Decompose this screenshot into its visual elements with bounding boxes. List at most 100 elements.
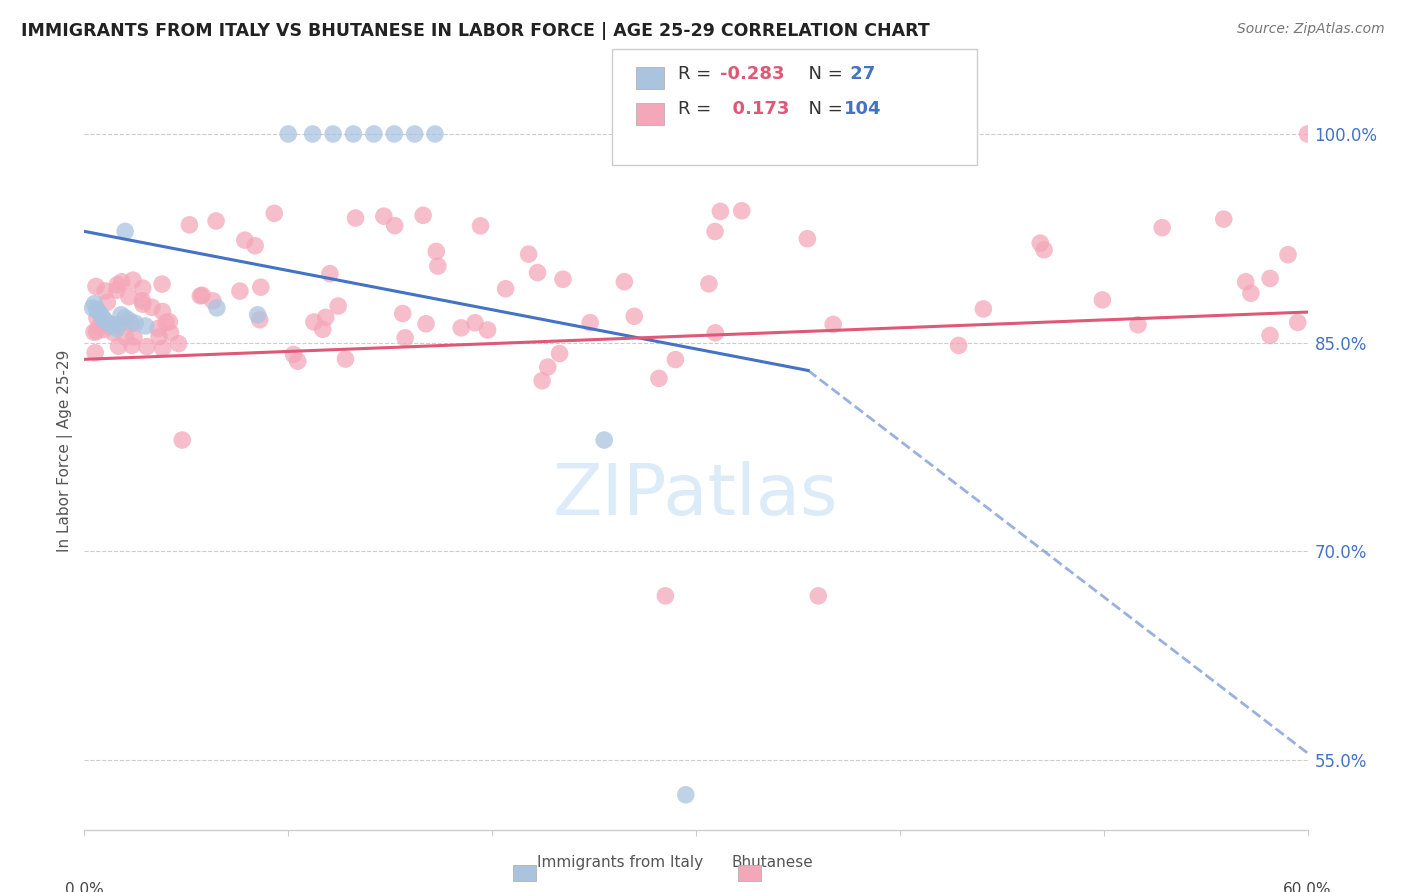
Point [548,346,571,360]
Point [87,320,110,334]
Point [412,208,434,222]
Point [87,305,110,319]
Point [205,301,228,315]
Text: 0.173: 0.173 [720,100,789,119]
Point [135,318,157,333]
Point [97,316,120,330]
Point [108,318,131,332]
Point [664,352,686,367]
Point [132,297,155,311]
Point [86,325,108,339]
Point [157,315,180,329]
Point [363,127,385,141]
Point [111,275,134,289]
Point [1258,328,1281,343]
Point [335,352,357,367]
Point [470,219,492,233]
Point [342,127,364,141]
Point [373,209,395,223]
Text: -0.283: -0.283 [720,64,785,83]
Point [425,244,447,259]
Point [150,277,173,291]
Point [287,354,309,368]
Point [86,302,108,317]
Point [122,273,145,287]
Text: 60.0%: 60.0% [1284,882,1331,892]
Point [1296,127,1319,141]
Point [623,310,645,324]
Point [114,310,136,325]
Point [344,211,367,225]
Point [246,308,269,322]
Point [86,310,108,325]
Point [191,288,214,302]
Point [315,310,337,325]
Text: Source: ZipAtlas.com: Source: ZipAtlas.com [1237,22,1385,37]
Point [426,259,449,273]
Point [464,316,486,330]
Point [415,317,437,331]
Point [152,341,174,355]
Point [322,127,344,141]
Point [495,282,517,296]
Point [391,306,413,320]
Point [243,239,266,253]
Text: R =: R = [678,100,717,119]
Point [101,318,124,333]
Point [517,247,540,261]
Point [107,277,129,292]
Point [167,336,190,351]
Point [172,433,194,447]
Point [114,330,136,344]
Point [93,322,115,336]
Point [283,347,305,361]
Point [613,275,636,289]
Point [1126,318,1149,332]
Point [93,313,115,327]
Point [141,300,163,314]
Point [1091,293,1114,307]
Point [148,329,170,343]
Point [526,266,548,280]
Point [1152,220,1174,235]
Point [118,290,141,304]
Point [301,127,323,141]
Point [249,312,271,326]
Point [796,232,818,246]
Point [654,589,676,603]
Point [593,433,616,447]
Point [105,322,128,336]
Point [477,323,499,337]
Point [190,289,212,303]
Point [319,267,342,281]
Point [537,359,560,374]
Point [121,338,143,352]
Point [948,338,970,352]
Point [114,224,136,238]
Point [394,331,416,345]
Point [277,127,299,141]
Point [179,218,201,232]
Point [675,788,697,802]
Point [90,308,112,322]
Point [1277,248,1299,262]
Point [124,316,146,330]
Point [823,318,845,332]
Point [205,214,228,228]
Point [450,321,472,335]
Point [96,295,118,310]
Text: 0.0%: 0.0% [65,882,104,892]
Text: R =: R = [678,64,717,83]
Point [152,304,174,318]
Point [731,203,754,218]
Point [807,589,830,603]
Point [103,326,125,340]
Point [302,315,325,329]
Point [1212,212,1234,227]
Text: ZIPatlas: ZIPatlas [553,461,839,531]
Point [82,301,104,315]
Text: 27: 27 [844,64,875,83]
Point [697,277,720,291]
Point [122,330,145,344]
Text: 104: 104 [844,100,882,119]
